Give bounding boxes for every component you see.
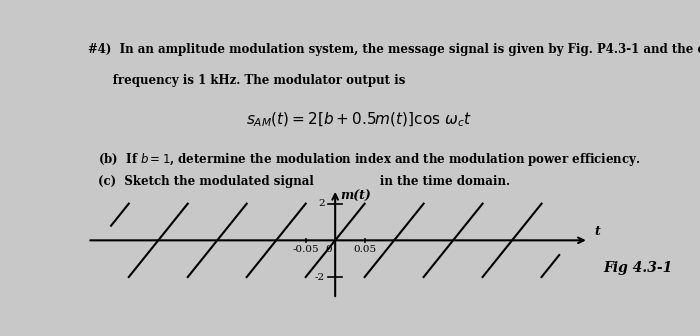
Text: -0.05: -0.05 (293, 245, 319, 254)
Text: m(t): m(t) (340, 190, 370, 203)
Text: 0: 0 (326, 245, 332, 254)
Text: (b)  If $b = 1$, determine the modulation index and the modulation power efficie: (b) If $b = 1$, determine the modulation… (98, 151, 640, 168)
Text: (c)  Sketch the modulated signal                in the time domain.: (c) Sketch the modulated signal in the t… (98, 175, 510, 188)
Text: #4)  In an amplitude modulation system, the message signal is given by Fig. P4.3: #4) In an amplitude modulation system, t… (88, 43, 700, 56)
Text: t: t (594, 225, 601, 238)
Text: frequency is 1 kHz. The modulator output is: frequency is 1 kHz. The modulator output… (88, 74, 405, 87)
Text: -2: -2 (314, 272, 325, 282)
Text: $s_{AM}(t) = 2[b + 0.5m(t)]\cos\,\omega_c t$: $s_{AM}(t) = 2[b + 0.5m(t)]\cos\,\omega_… (246, 111, 472, 129)
Text: 0.05: 0.05 (353, 245, 376, 254)
Text: Fig 4.3-1: Fig 4.3-1 (603, 261, 673, 275)
Text: 2: 2 (318, 199, 325, 208)
